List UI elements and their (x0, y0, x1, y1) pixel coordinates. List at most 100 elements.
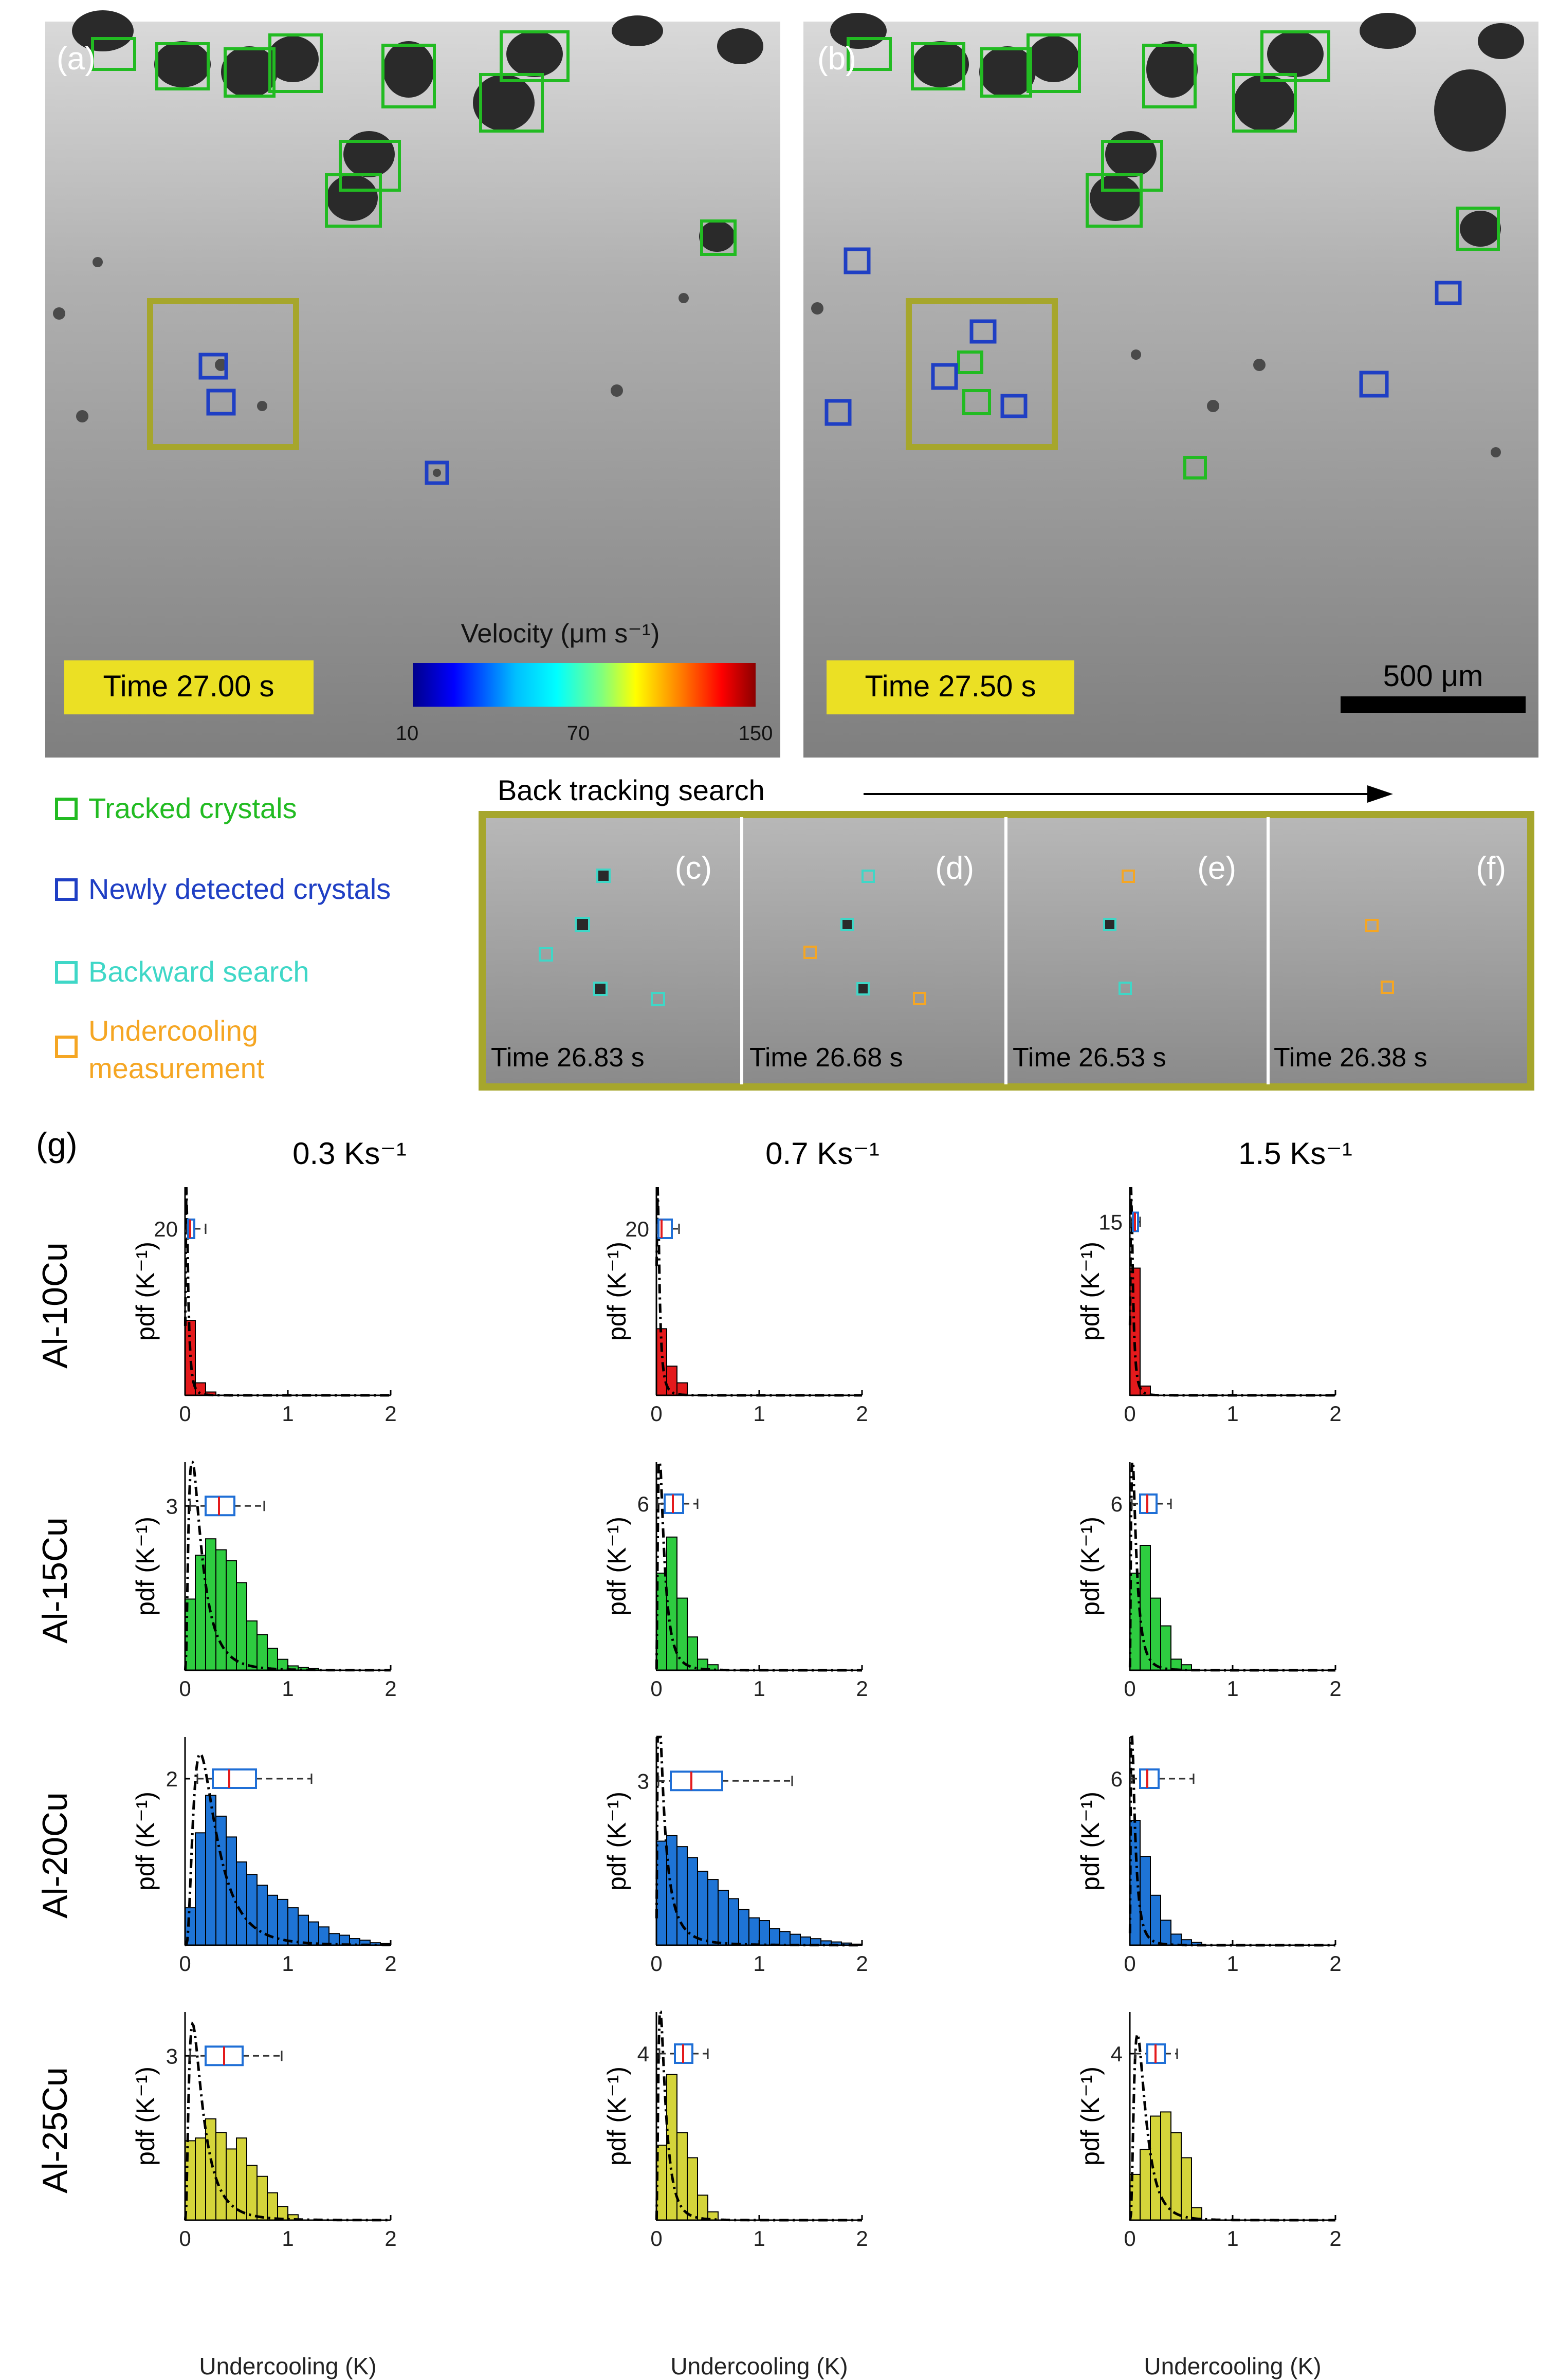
legend-label-new: Newly detected crystals (88, 873, 391, 905)
legend-swatch-backward (55, 961, 78, 984)
histogram-bar (205, 1538, 216, 1671)
x-tick-label: 1 (753, 1951, 765, 1976)
tracked-boxes-b (847, 30, 1500, 479)
x-tick-label: 0 (1124, 1951, 1135, 1976)
histogram-bar (687, 1857, 698, 1946)
y-axis-label: pdf (K⁻¹) (602, 1242, 631, 1341)
y-tick-label: 6 (637, 1492, 649, 1516)
x-tick-label: 1 (282, 1676, 294, 1701)
histogram-bar (195, 1382, 206, 1396)
histogram-bar (1170, 2132, 1182, 2221)
histogram-bar (195, 2137, 206, 2221)
y-axis-label: pdf (K⁻¹) (131, 2067, 160, 2166)
legend: Tracked crystals Newly detected crystals… (55, 792, 391, 1084)
fit-curve (1128, 1187, 1335, 1397)
legend-label-backward: Backward search (88, 955, 309, 988)
histogram-bar (226, 1560, 237, 1671)
x-tick-label: 2 (1329, 1676, 1341, 1701)
y-tick-label: 3 (166, 2044, 178, 2068)
histogram-bar (236, 2137, 247, 2221)
box-iqr (1139, 1768, 1160, 1789)
panel-b: (b) Time 27.50 s 500 μm (803, 13, 1538, 758)
histogram-bar (256, 2175, 268, 2221)
frame-d-label: (d) (935, 851, 974, 886)
histogram-bar (676, 2132, 688, 2221)
histogram-bar (256, 1634, 268, 1671)
small-crystals-b (811, 302, 1501, 457)
x-tick-label: 1 (1226, 1401, 1238, 1426)
x-tick-label: 1 (282, 1951, 294, 1976)
colorbar (413, 663, 756, 707)
frame-f: (f) Time 26.38 s (1274, 851, 1506, 1073)
micrograph-a (45, 22, 780, 758)
panel-a-label: (a) (57, 41, 96, 77)
x-tick-label: 1 (753, 2226, 765, 2250)
x-tick-label: 0 (1124, 2226, 1135, 2250)
x-tick-label: 0 (179, 1676, 191, 1701)
x-tick-label: 1 (1226, 1676, 1238, 1701)
histogram-bar (759, 1920, 770, 1946)
back-tracking-arrowhead (1367, 785, 1393, 803)
histogram-bar (236, 1582, 247, 1671)
x-tick-label: 2 (1329, 1401, 1341, 1426)
x-tick-label: 0 (179, 2226, 191, 2250)
x-tick-label: 1 (282, 1401, 294, 1426)
x-tick-label: 0 (650, 2226, 662, 2250)
x-tick-label: 2 (384, 1676, 396, 1701)
histogram-bar (1150, 1597, 1161, 1671)
histogram-bar (779, 1931, 791, 1946)
x-tick-label: 0 (179, 1401, 191, 1426)
x-tick-label: 1 (1226, 1951, 1238, 1976)
x-tick-label: 0 (1124, 1401, 1135, 1426)
y-axis-label: pdf (K⁻¹) (1076, 1792, 1105, 1891)
histogram-bar (666, 2074, 677, 2221)
y-tick-label: 15 (1098, 1210, 1123, 1234)
x-tick-label: 2 (1329, 2226, 1341, 2250)
x-tick-label: 2 (1329, 1951, 1341, 1976)
histogram-bar (748, 1917, 760, 1946)
legend-label-undercooling: Undercooling (88, 1014, 258, 1047)
x-tick-label: 2 (384, 2226, 396, 2250)
panel-a: (a) Time 27.00 s Velocity (μm s⁻¹) 10 70… (45, 10, 780, 758)
histogram-bar (718, 1890, 729, 1946)
histogram-bar (256, 1885, 268, 1946)
time-badge-a (64, 660, 314, 714)
histogram-bar (697, 1871, 708, 1946)
box-iqr (657, 1219, 673, 1239)
colorbar-tick-70: 70 (567, 722, 590, 745)
x-tick-label: 1 (282, 2226, 294, 2250)
x-tick-label: 2 (384, 1951, 396, 1976)
histogram-bar (287, 1907, 299, 1946)
histogram-bar (687, 2157, 698, 2221)
fit-curve (655, 2010, 862, 2222)
y-tick-label: 4 (1111, 2042, 1123, 2066)
histogram-bar (215, 1549, 227, 1671)
column-title-2: 1.5 Ks⁻¹ (1238, 1136, 1352, 1171)
histogram-bar (277, 1658, 288, 1671)
y-tick-label: 3 (166, 1494, 178, 1518)
box-iqr (670, 1770, 723, 1792)
column-title-0: 0.3 Ks⁻¹ (292, 1136, 407, 1171)
legend-swatch-new (55, 878, 78, 901)
xlabel-2: Undercooling (K) (1144, 2353, 1321, 2379)
panel-g-label: (g) (36, 1126, 78, 1164)
x-tick-label: 1 (1226, 2226, 1238, 2250)
time-label-b: Time 27.50 s (865, 670, 1036, 703)
frame-f-time: Time 26.38 s (1274, 1043, 1427, 1073)
micrograph-b (803, 22, 1538, 758)
y-axis-label: pdf (K⁻¹) (602, 2067, 631, 2166)
x-tick-label: 2 (856, 2226, 868, 2250)
row-label-3: Al-25Cu (35, 2067, 75, 2193)
y-tick-label: 3 (637, 1769, 649, 1793)
x-tick-label: 0 (650, 1401, 662, 1426)
y-tick-label: 6 (1111, 1492, 1123, 1516)
frame-e-time: Time 26.53 s (1013, 1043, 1166, 1073)
box-iqr (212, 1768, 257, 1789)
